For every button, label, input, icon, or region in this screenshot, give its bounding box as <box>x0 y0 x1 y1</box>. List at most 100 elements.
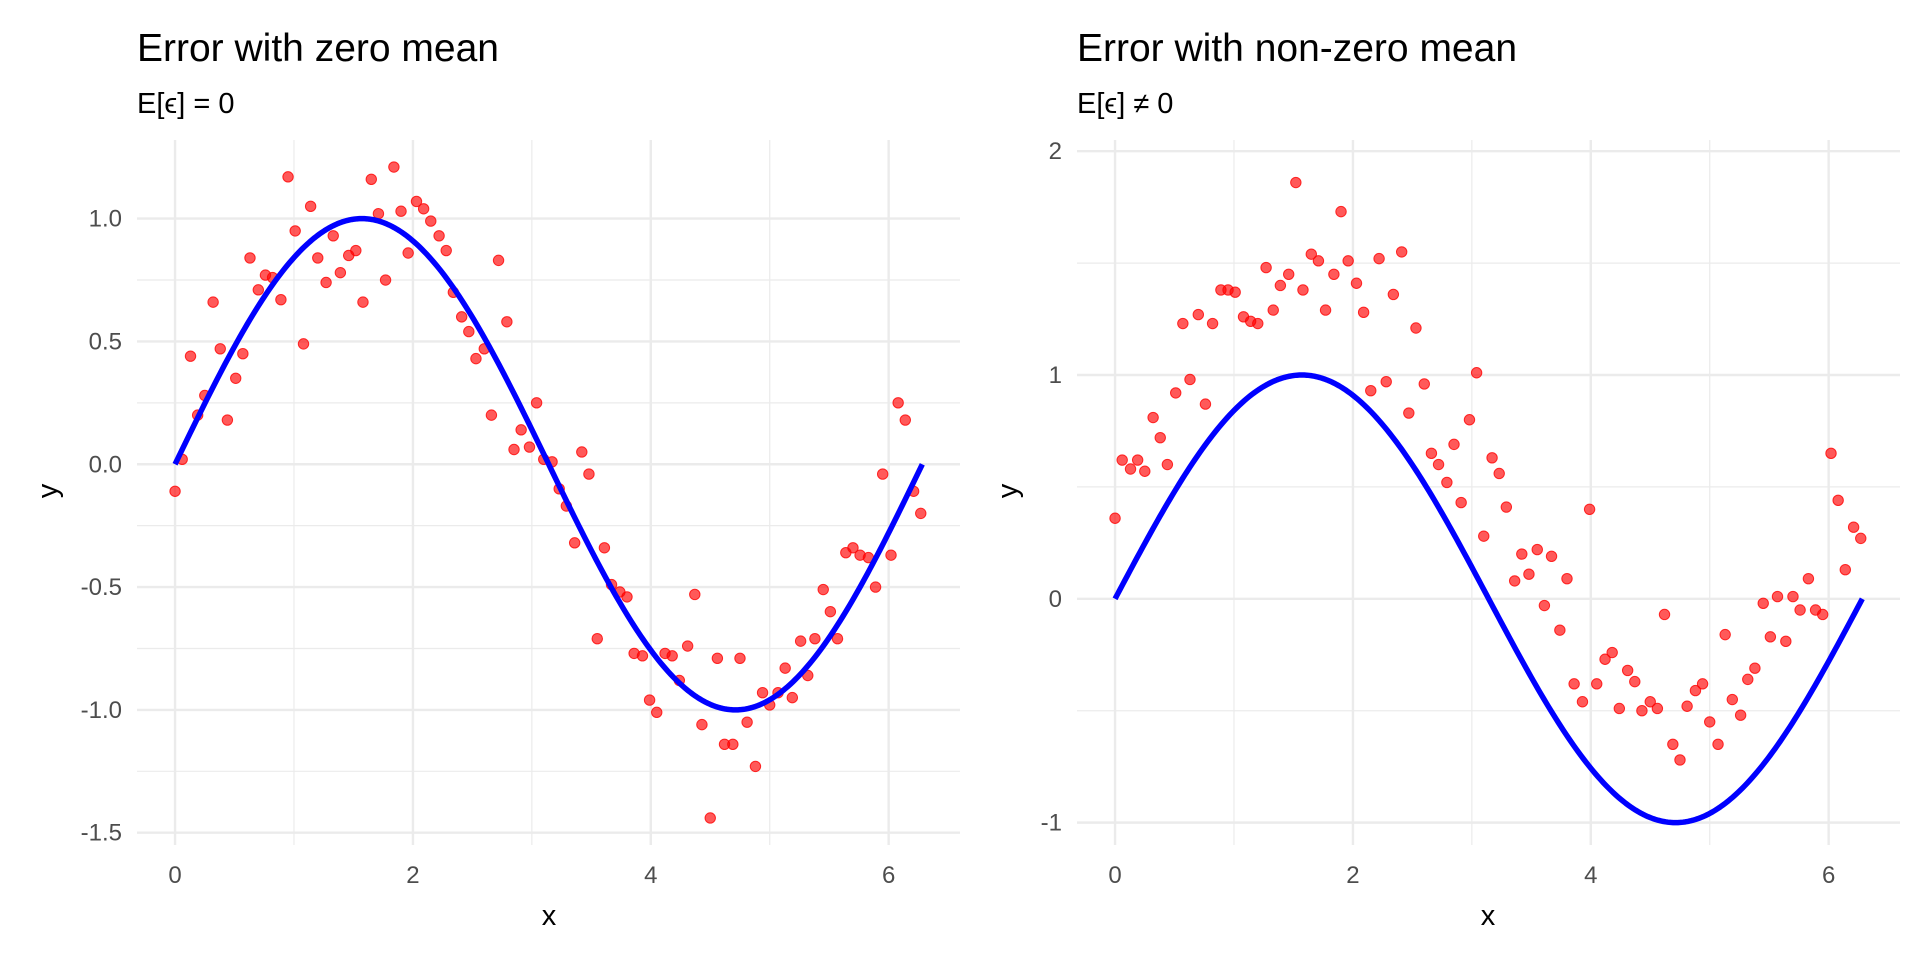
scatter-point <box>1561 572 1573 585</box>
x-tick-label: 0 <box>1108 862 1121 889</box>
scatter-point <box>1380 376 1392 388</box>
chart-subtitle: E[ϵ] = 0 <box>137 88 234 120</box>
scatter-point <box>1365 384 1377 397</box>
scatter-point <box>1206 317 1219 330</box>
scatter-point <box>885 549 897 561</box>
scatter-point <box>1771 590 1784 603</box>
scatter-point <box>1478 530 1490 542</box>
scatter-point <box>1816 608 1829 621</box>
plot-area: 0 2 4 6 -1.5 -1.0 -0.5 0.0 0.5 1.0 <box>81 140 960 889</box>
scatter-point <box>1312 255 1325 267</box>
scatter-point <box>1764 631 1777 643</box>
scatter-point <box>1568 678 1580 690</box>
scatter-point <box>304 200 317 213</box>
scatter-point <box>1342 255 1354 267</box>
scatter-point <box>1199 398 1212 410</box>
x-tick-label: 4 <box>644 862 657 889</box>
scatter-point <box>1260 261 1272 274</box>
scatter-point <box>1613 702 1626 715</box>
y-tick-label: -0.5 <box>81 574 122 601</box>
scatter-point <box>1192 308 1205 321</box>
x-tick-label: 4 <box>1584 862 1597 889</box>
scatter-point <box>1305 248 1317 260</box>
scatter-point <box>1636 705 1648 717</box>
sine-curve <box>172 215 925 713</box>
scatter-point <box>1576 696 1589 708</box>
chart-title: Error with non-zero mean <box>1077 27 1517 70</box>
scatter-point <box>1395 246 1408 258</box>
scatter-point <box>651 706 663 719</box>
scatter-point <box>1554 624 1566 636</box>
x-tick-label: 6 <box>1822 862 1835 889</box>
scatter-point <box>1794 604 1806 616</box>
scatter-point <box>847 542 859 554</box>
scatter-point <box>809 632 821 645</box>
scatter-point <box>689 588 701 601</box>
scatter-point <box>1658 608 1671 621</box>
scatter-point <box>1139 465 1151 477</box>
y-tick-label: 0.5 <box>89 328 122 355</box>
scatter-point <box>463 325 475 338</box>
scatter-point <box>727 738 739 750</box>
scatter-point <box>515 424 527 436</box>
scatter-point <box>1538 599 1551 612</box>
scatter-point <box>433 230 445 242</box>
scatter-point <box>1297 284 1309 296</box>
scatter-point <box>643 694 656 706</box>
x-axis-label: x <box>542 900 557 932</box>
scatter-point <box>440 244 452 257</box>
scatter-point <box>379 274 392 286</box>
scatter-point <box>666 650 678 662</box>
scatter-point <box>1290 176 1302 189</box>
scatter-point <box>425 215 437 227</box>
scatter-point <box>1441 476 1453 489</box>
scatter-point <box>1749 662 1761 674</box>
scatter-point <box>1493 467 1505 480</box>
y-tick-label: -1.0 <box>81 697 122 724</box>
scatter-point <box>869 581 882 593</box>
scatter-point <box>1373 252 1385 265</box>
scatter-point <box>282 171 294 183</box>
plot-area: 0 2 4 6 -1 0 1 2 <box>1041 138 1900 889</box>
scatter-point <box>741 716 753 728</box>
scatter-point <box>1644 696 1656 708</box>
scatter-point <box>1410 322 1422 334</box>
scatter-point <box>1802 572 1815 585</box>
scatter-point <box>297 338 310 350</box>
scatter-point <box>402 247 414 259</box>
scatter-point <box>1591 678 1603 690</box>
scatter-point <box>824 605 837 618</box>
scatter-point <box>1282 268 1295 280</box>
scatter-point <box>1832 494 1844 507</box>
scatter-point <box>334 266 347 279</box>
scatter-point <box>1455 496 1467 509</box>
scatter-point <box>1124 463 1137 475</box>
scatter-point <box>1170 387 1182 399</box>
scatter-point <box>1583 503 1596 515</box>
scatter-point <box>1742 673 1754 686</box>
scatter-point <box>1267 304 1279 316</box>
scatter-point <box>1131 454 1144 466</box>
scatter-point <box>1335 205 1347 218</box>
scatter-point <box>1674 754 1686 766</box>
panel-zero-mean: Error with zero mean E[ϵ] = 0 0 2 4 6 -1.5 -1… <box>32 27 960 932</box>
scatter-point <box>1508 575 1521 587</box>
scatter-point <box>221 414 234 426</box>
panel-nonzero-mean: Error with non-zero mean E[ϵ] ≠ 0 0 2 4 6 -1… <box>992 27 1900 932</box>
scatter-point <box>388 161 400 173</box>
scatter-point <box>568 537 581 549</box>
scatter-point <box>598 542 611 554</box>
scatter-point <box>1463 414 1476 426</box>
scatter-point <box>1757 597 1769 609</box>
scatter-point <box>1787 590 1799 603</box>
scatter-point <box>591 632 603 645</box>
scatter-point <box>365 173 377 186</box>
scatter-point <box>1523 568 1535 580</box>
scatter-point <box>1704 716 1716 728</box>
y-axis-label: y <box>32 483 64 498</box>
scatter-point <box>1432 458 1445 471</box>
scatter-point <box>417 203 430 215</box>
scatter-point <box>1681 700 1693 712</box>
scatter-point <box>1177 317 1189 330</box>
